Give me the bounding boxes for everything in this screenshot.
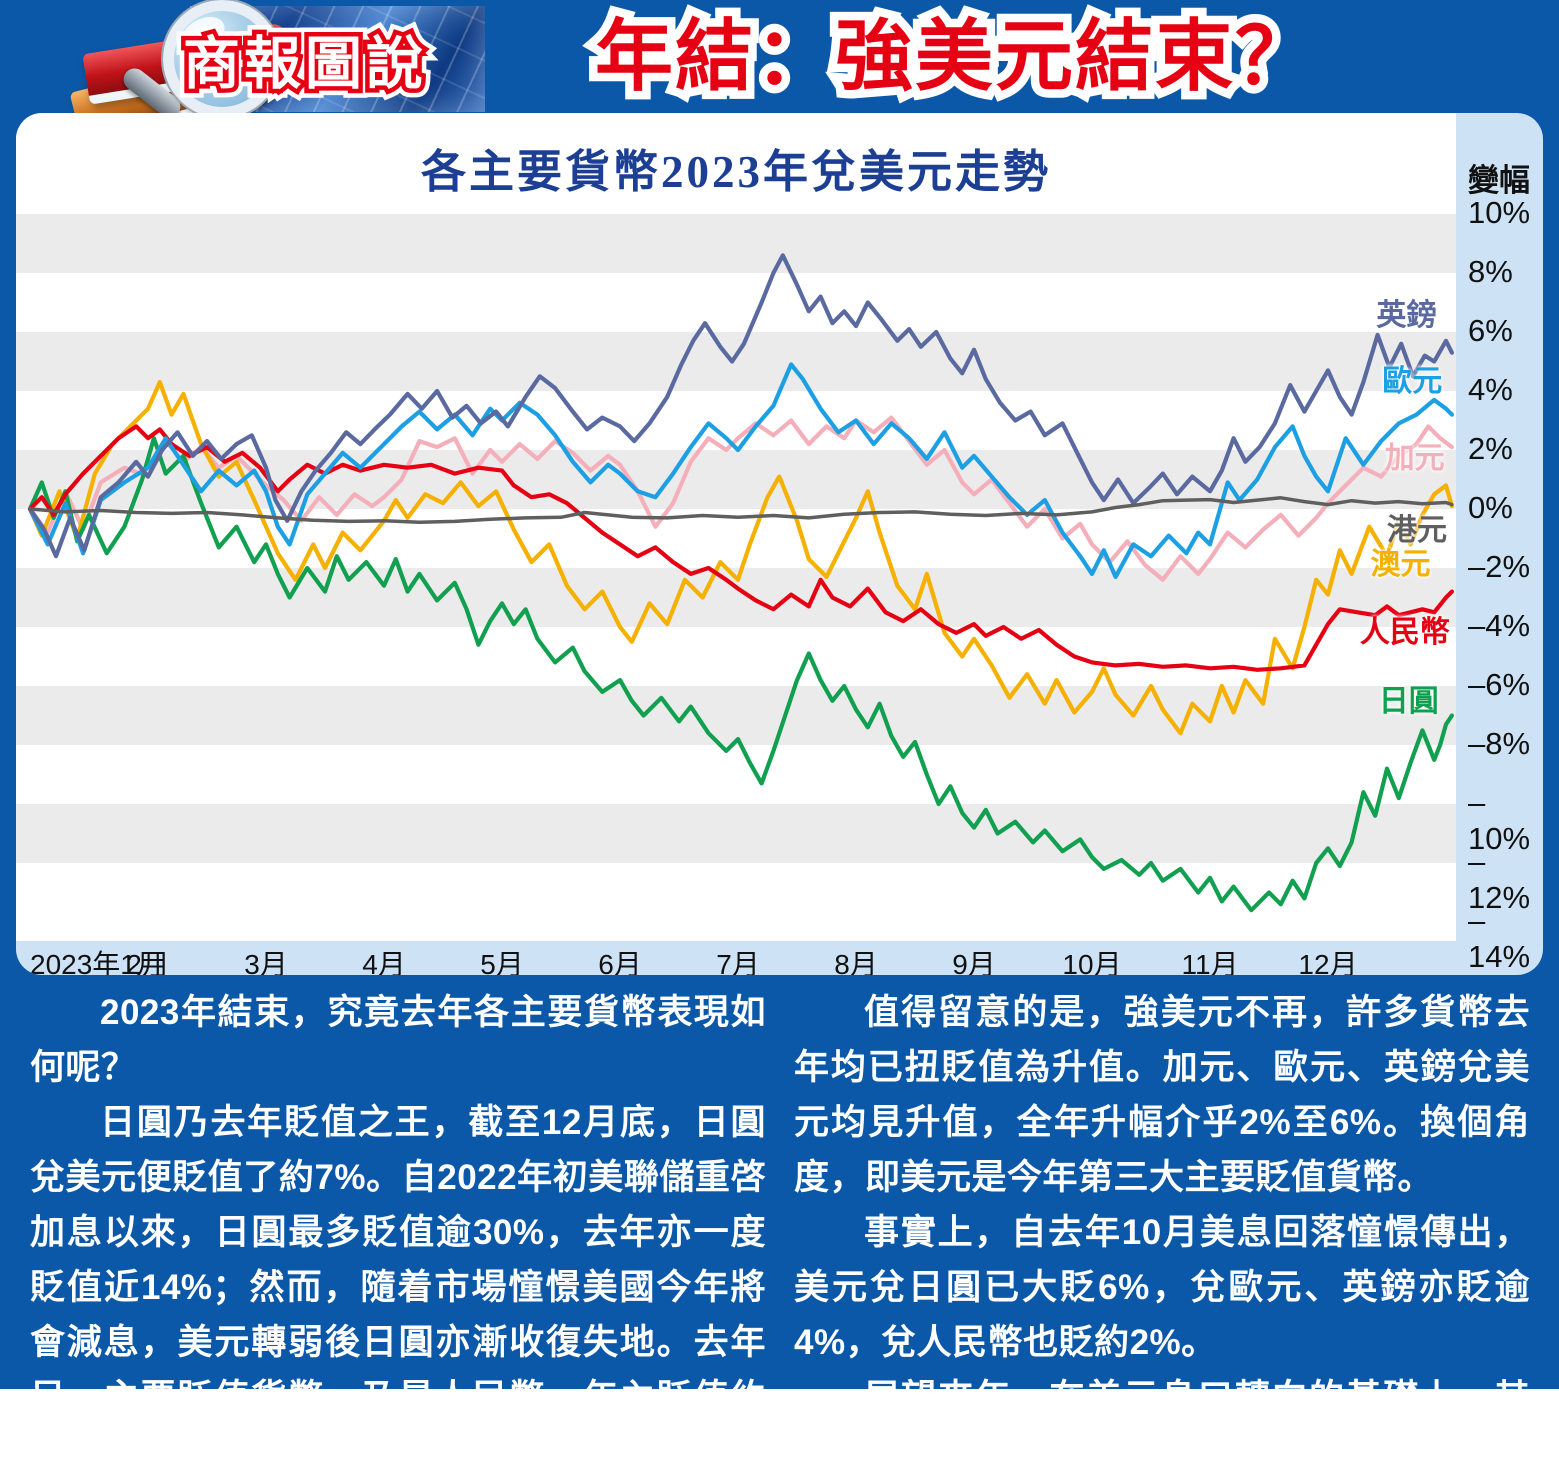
- y-tick-label: 2%: [1468, 431, 1513, 466]
- x-tick-label: 3月: [244, 949, 288, 975]
- cny-line: [27, 424, 1455, 672]
- header: 商報圖說 商報圖說 商報圖說 年結：強美元結束？ 年結：強美元結束？: [0, 0, 1559, 146]
- article-paragraph: 日圓乃去年貶值之王，截至12月底，日圓兌美元便貶值了約7%。自2022年初美聯儲…: [30, 1103, 766, 1472]
- y-axis: 變幅 10% 8% 6% 4% 2% 0% –2% –4% –6% –8% –10% –12% –14%: [1456, 113, 1543, 974]
- plot-area: 各主要貨幣2023年兌美元走勢 加元澳元日圓 人民幣 歐元 英鎊港元: [16, 113, 1456, 941]
- article-paragraph: 2023年結束，究竟去年各主要貨幣表現如何呢？: [30, 993, 766, 1087]
- x-tick-label: 8月: [834, 949, 878, 975]
- x-tick-label: 11月: [1181, 949, 1239, 975]
- y-tick-label: 4%: [1468, 372, 1513, 407]
- y-tick-label: 0%: [1468, 490, 1513, 525]
- x-tick-label: 12月: [1298, 949, 1358, 975]
- logo-title-red-outline: 商報圖說: [179, 31, 428, 97]
- y-tick-label: –2%: [1468, 549, 1531, 584]
- magnifier-icon: [119, 0, 283, 126]
- article-right-column: 值得留意的是，強美元不再，許多貨幣去年均已扭貶值為升值。加元、歐元、英鎊兌美元均…: [794, 985, 1530, 1472]
- x-tick-label: 7月: [716, 949, 760, 975]
- grid-band: [16, 214, 1456, 273]
- y-tick-label: –4%: [1468, 608, 1531, 643]
- gbp-line: [27, 253, 1455, 559]
- page-title-fill: 年結：強美元結束？: [594, 12, 1315, 100]
- aud-line: [27, 380, 1455, 736]
- article: 2023年結束，究竟去年各主要貨幣表現如何呢？ 日圓乃去年貶值之王，截至12月底，…: [0, 975, 1559, 1472]
- eur-line: [27, 362, 1455, 579]
- page: 商報圖說 商報圖說 商報圖說 年結：強美元結束？ 年結：強美元結束？ 各主要貨幣…: [0, 0, 1559, 1389]
- y-tick-label: 10%: [1468, 195, 1531, 230]
- eur-label: 歐元: [1382, 365, 1443, 399]
- x-tick-label: 4月: [362, 949, 406, 975]
- gbp-label: 英鎊: [1376, 298, 1437, 332]
- jpy-label: 日圓: [1378, 685, 1439, 719]
- x-tick-label: 2023年1月: [30, 949, 164, 975]
- x-tick-label: 10月: [1062, 949, 1122, 975]
- chart-title: 各主要貨幣2023年兌美元走勢: [420, 147, 1051, 197]
- grid-band: [16, 332, 1456, 391]
- article-left-column: 2023年結束，究竟去年各主要貨幣表現如何呢？ 日圓乃去年貶值之王，截至12月底，…: [30, 985, 766, 1472]
- currency-trend-chart: [16, 214, 1456, 913]
- y-tick-label: –12%: [1468, 844, 1531, 915]
- jpy-line: [27, 436, 1455, 913]
- y-tick-label: –14%: [1468, 903, 1531, 974]
- chart-card: 各主要貨幣2023年兌美元走勢 加元澳元日圓 人民幣 歐元 英鎊港元 變幅 10% 8%…: [16, 113, 1543, 975]
- article-paragraph: 事實上，自去年10月美息回落憧憬傳出，美元兌日圓已大貶6%，兌歐元、英鎊亦貶逾4…: [794, 1213, 1530, 1362]
- article-paragraph: 展望來年，在美元息口轉向的基礎上，其他貨幣會否延續反彈浪潮？: [794, 1378, 1530, 1472]
- page-title-outline: 年結：強美元結束？: [586, 7, 1321, 106]
- aud-label: 澳元: [1370, 548, 1431, 582]
- x-tick-label: 6月: [598, 949, 642, 975]
- cad-label: 加元: [1384, 441, 1445, 475]
- y-tick-label: 8%: [1468, 254, 1513, 289]
- y-axis-title: 變幅: [1468, 163, 1530, 198]
- page-title: 年結：強美元結束？ 年結：強美元結束？: [586, 7, 1321, 106]
- magnifier-lens-icon: [163, 0, 281, 118]
- grid-band: [16, 686, 1456, 745]
- y-tick-label: 6%: [1468, 313, 1513, 348]
- x-tick-label: 9月: [952, 949, 996, 975]
- hkd-label: 港元: [1387, 514, 1447, 548]
- x-axis: 2023年1月 2月 3月 4月 5月 6月 7月 8月 9月 10月 11月 12月: [16, 941, 1543, 975]
- grid-band: [16, 804, 1456, 863]
- logo-title-outline: 商報圖說: [174, 27, 432, 102]
- article-paragraph: 值得留意的是，強美元不再，許多貨幣去年均已扭貶值為升值。加元、歐元、英鎊兌美元均…: [794, 993, 1530, 1197]
- y-tick-label: –8%: [1468, 726, 1531, 761]
- logo-title: 商報圖說 商報圖說 商報圖說: [174, 27, 432, 102]
- cny-label: 人民幣: [1359, 615, 1450, 649]
- y-tick-label: –10%: [1468, 785, 1531, 856]
- x-tick-label: 5月: [480, 949, 524, 975]
- y-tick-label: –6%: [1468, 667, 1531, 702]
- hkd-line: [28, 496, 1454, 525]
- logo-title-fill: 商報圖說: [183, 32, 427, 96]
- logo: 商報圖說 商報圖說 商報圖說: [55, 0, 525, 146]
- x-tick-label: 2月: [126, 949, 170, 975]
